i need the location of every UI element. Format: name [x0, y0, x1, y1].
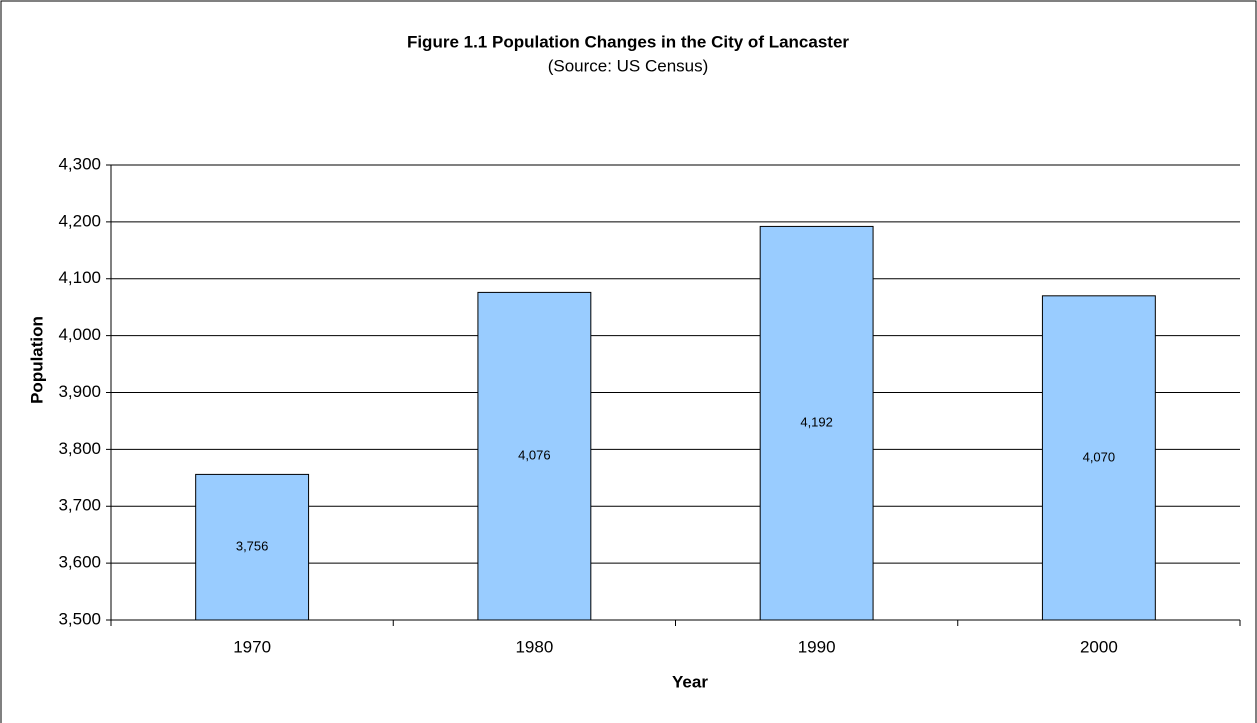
y-tick-label: 3,700 [58, 496, 101, 515]
y-tick-label: 4,300 [58, 154, 101, 173]
x-tick-label: 1990 [798, 637, 836, 656]
data-label: 3,756 [236, 539, 269, 554]
chart-subtitle: (Source: US Census) [548, 56, 709, 75]
y-tick-label: 4,100 [58, 268, 101, 287]
bar [477, 291, 592, 621]
bar [195, 473, 310, 621]
x-tick-label: 1970 [233, 637, 271, 656]
y-tick-label: 3,800 [58, 439, 101, 458]
data-label: 4,192 [800, 415, 833, 430]
y-tick-label: 3,500 [58, 609, 101, 628]
x-tick-label: 2000 [1080, 637, 1118, 656]
data-label: 4,076 [518, 448, 551, 463]
data-label: 4,070 [1083, 449, 1116, 464]
x-axis-label: Year [672, 672, 708, 691]
y-tick-label: 4,000 [58, 325, 101, 344]
y-tick-label: 3,600 [58, 553, 101, 572]
bar [1041, 295, 1156, 621]
chart-title: Figure 1.1 Population Changes in the Cit… [407, 32, 849, 51]
y-tick-label: 3,900 [58, 382, 101, 401]
y-axis-label: Population [27, 316, 46, 404]
y-tick-label: 4,200 [58, 211, 101, 230]
x-tick-label: 1980 [515, 637, 553, 656]
bar [759, 225, 874, 621]
